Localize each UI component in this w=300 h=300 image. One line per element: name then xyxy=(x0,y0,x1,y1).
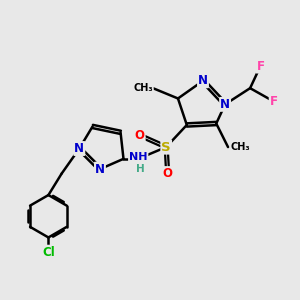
Text: Cl: Cl xyxy=(42,246,55,259)
Text: S: S xyxy=(161,141,171,154)
Text: O: O xyxy=(163,167,173,180)
Text: H: H xyxy=(136,164,145,174)
Text: O: O xyxy=(135,129,145,142)
Text: F: F xyxy=(270,95,278,108)
Text: NH: NH xyxy=(129,152,148,162)
Text: F: F xyxy=(256,60,264,73)
Text: N: N xyxy=(95,163,105,176)
Text: N: N xyxy=(220,98,230,111)
Text: CH₃: CH₃ xyxy=(231,142,250,152)
Text: CH₃: CH₃ xyxy=(133,83,153,93)
Text: N: N xyxy=(74,142,84,155)
Text: N: N xyxy=(198,74,208,87)
